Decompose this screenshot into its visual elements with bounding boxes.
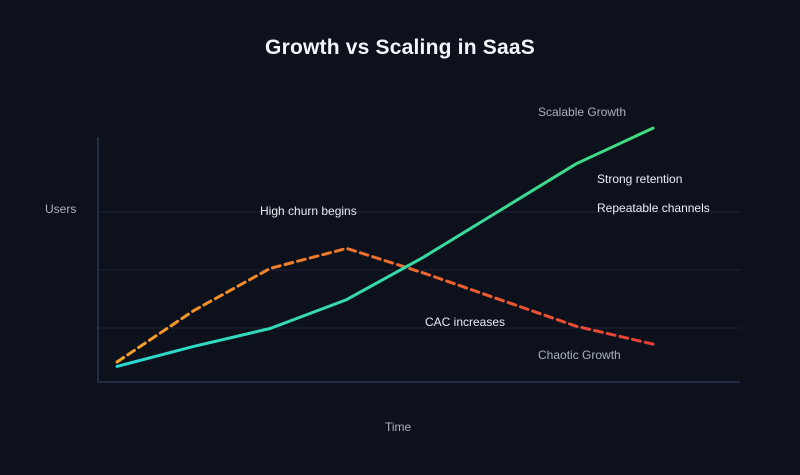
chaotic-growth-series-label: Chaotic Growth bbox=[538, 348, 621, 362]
scalable-growth-line bbox=[115, 126, 655, 368]
x-axis-label: Time bbox=[385, 420, 412, 434]
annotation-cac-increases: CAC increases bbox=[425, 315, 506, 329]
chart-title: Growth vs Scaling in SaaS bbox=[265, 36, 535, 59]
axes-spines bbox=[97, 137, 740, 383]
y-axis-label: Users bbox=[45, 202, 77, 216]
scalable-growth-series-label: Scalable Growth bbox=[538, 105, 627, 119]
annotation-high-churn-begins: High churn begins bbox=[260, 204, 357, 218]
chaotic-growth-line bbox=[115, 246, 655, 364]
annotation-repeatable-channels: Repeatable channels bbox=[597, 201, 710, 215]
annotation-strong-retention: Strong retention bbox=[597, 172, 683, 186]
